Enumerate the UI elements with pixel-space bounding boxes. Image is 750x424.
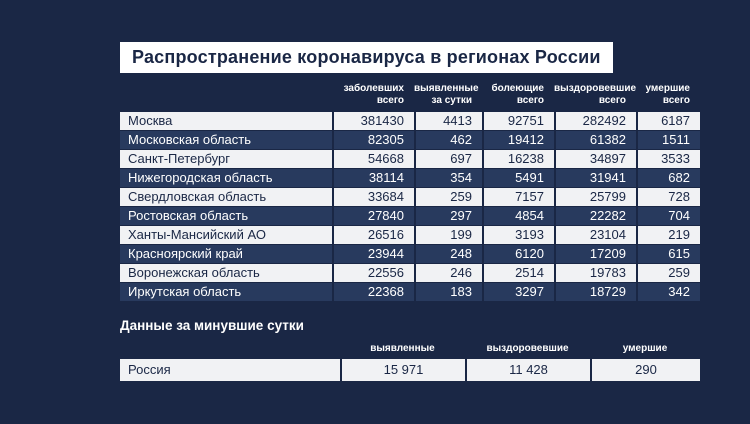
cell: 248 [414, 245, 482, 263]
cell: 27840 [332, 207, 414, 225]
cell: 23104 [554, 226, 636, 244]
cell: 615 [636, 245, 700, 263]
column-header-deaths: умершие [622, 343, 668, 354]
cell: 297 [414, 207, 482, 225]
cell: 4854 [482, 207, 554, 225]
table-row: Московская область 82305 462 19412 61382… [120, 131, 700, 149]
cell: 82305 [332, 131, 414, 149]
column-header-detected: выявленные [370, 343, 435, 354]
cell: 259 [414, 188, 482, 206]
page-title: Распространение коронавируса в регионах … [120, 42, 613, 73]
region-name: Санкт-Петербург [128, 151, 230, 166]
region-name: Ханты-Мансийский АО [128, 227, 266, 242]
cell: 19412 [482, 131, 554, 149]
cell: 2514 [482, 264, 554, 282]
daily-table-header: выявленные выздоровевшие умершие [120, 343, 700, 358]
cell: 381430 [332, 112, 414, 130]
cell: 31941 [554, 169, 636, 187]
cell: 4413 [414, 112, 482, 130]
cell: 199 [414, 226, 482, 244]
cell: 290 [590, 359, 700, 381]
cell: 23944 [332, 245, 414, 263]
cell: 15 971 [340, 359, 465, 381]
cell: 18729 [554, 283, 636, 301]
table-row: Иркутская область 22368 183 3297 18729 3… [120, 283, 700, 301]
cell: 19783 [554, 264, 636, 282]
column-header-deaths-total: умершие всего [645, 83, 690, 106]
region-name: Москва [128, 113, 173, 128]
region-name: Иркутская область [128, 284, 242, 299]
cell: 7157 [482, 188, 554, 206]
table-row: Ростовская область 27840 297 4854 22282 … [120, 207, 700, 225]
cell: 3193 [482, 226, 554, 244]
daily-section-title: Данные за минувшие сутки [120, 318, 304, 333]
cell: 16238 [482, 150, 554, 168]
region-name: Воронежская область [128, 265, 260, 280]
table-row: Россия 15 971 11 428 290 [120, 359, 700, 381]
cell: 11 428 [465, 359, 590, 381]
cell: 22556 [332, 264, 414, 282]
daily-totals-table: выявленные выздоровевшие умершие Россия … [120, 342, 700, 382]
cell: 26516 [332, 226, 414, 244]
cell: 1511 [636, 131, 700, 149]
cell: 92751 [482, 112, 554, 130]
region-name: Нижегородская область [128, 170, 273, 185]
cell: 3533 [636, 150, 700, 168]
cell: 6120 [482, 245, 554, 263]
cell: 462 [414, 131, 482, 149]
column-header-country [120, 343, 340, 358]
column-header-recovered-total: выздоровевшие всего [554, 83, 637, 106]
cell: 704 [636, 207, 700, 225]
cell: 697 [414, 150, 482, 168]
cell: 259 [636, 264, 700, 282]
table-row: Санкт-Петербург 54668 697 16238 34897 35… [120, 150, 700, 168]
cell: 183 [414, 283, 482, 301]
column-header-detected-daily: выявленные за сутки [414, 83, 479, 106]
cell: 22368 [332, 283, 414, 301]
cell: 22282 [554, 207, 636, 225]
cell: 5491 [482, 169, 554, 187]
cell: 54668 [332, 150, 414, 168]
table-row: Воронежская область 22556 246 2514 19783… [120, 264, 700, 282]
regions-table-header: заболевших всего выявленные за сутки бол… [120, 83, 700, 111]
cell: 282492 [554, 112, 636, 130]
cell: 246 [414, 264, 482, 282]
regions-table: заболевших всего выявленные за сутки бол… [120, 82, 700, 302]
cell: 342 [636, 283, 700, 301]
table-row: Ханты-Мансийский АО 26516 199 3193 23104… [120, 226, 700, 244]
table-row: Красноярский край 23944 248 6120 17209 6… [120, 245, 700, 263]
cell: 33684 [332, 188, 414, 206]
cell: 25799 [554, 188, 636, 206]
country-name: Россия [128, 362, 171, 377]
table-row: Свердловская область 33684 259 7157 2579… [120, 188, 700, 206]
cell: 61382 [554, 131, 636, 149]
cell: 728 [636, 188, 700, 206]
column-header-region [120, 83, 332, 111]
cell: 682 [636, 169, 700, 187]
cell: 34897 [554, 150, 636, 168]
column-header-infected-total: заболевших всего [343, 83, 404, 106]
region-name: Красноярский край [128, 246, 243, 261]
cell: 6187 [636, 112, 700, 130]
column-header-sick-total: болеющие всего [491, 83, 544, 106]
region-name: Свердловская область [128, 189, 267, 204]
region-name: Ростовская область [128, 208, 249, 223]
cell: 38114 [332, 169, 414, 187]
column-header-recovered: выздоровевшие [486, 343, 569, 354]
cell: 17209 [554, 245, 636, 263]
cell: 354 [414, 169, 482, 187]
table-row: Москва 381430 4413 92751 282492 6187 [120, 112, 700, 130]
region-name: Московская область [128, 132, 252, 147]
cell: 3297 [482, 283, 554, 301]
table-row: Нижегородская область 38114 354 5491 319… [120, 169, 700, 187]
cell: 219 [636, 226, 700, 244]
